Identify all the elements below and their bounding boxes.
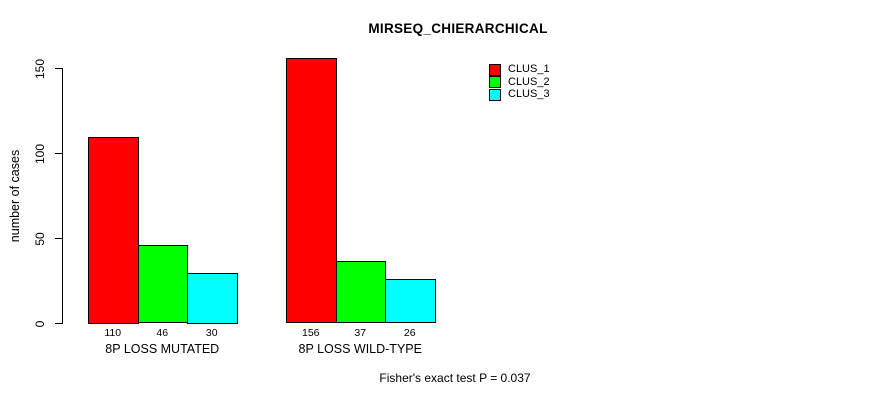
bar-clus_3-group2 — [385, 279, 436, 324]
bar-clus_2-group1 — [137, 245, 188, 324]
y-tick-label: 100 — [33, 143, 47, 164]
legend-color-swatch — [489, 76, 501, 88]
bar-value-label: 30 — [205, 326, 218, 339]
legend-color-swatch — [489, 63, 501, 76]
bar-value-label: 26 — [403, 326, 416, 339]
bar-value-label: 37 — [354, 326, 367, 339]
legend-item: CLUS_2 — [489, 75, 550, 88]
y-tick-mark — [55, 323, 62, 324]
legend-label: CLUS_1 — [508, 63, 550, 75]
y-axis-label: number of cases — [8, 149, 22, 243]
bar-value-label: 156 — [301, 326, 320, 339]
statistical-test-annotation: Fisher's exact test P = 0.037 — [379, 371, 531, 385]
legend-color-swatch — [489, 88, 501, 101]
bar-value-label: 46 — [156, 326, 169, 339]
bar-clus_3-group1 — [187, 272, 238, 324]
y-tick-label: 0 — [33, 320, 47, 327]
y-tick-label: 50 — [33, 231, 47, 246]
bar-value-label: 110 — [104, 326, 122, 339]
bar-clus_1-group2 — [286, 58, 337, 324]
y-tick-mark — [55, 238, 62, 239]
y-tick-mark — [55, 153, 62, 154]
legend-item: CLUS_1 — [489, 63, 550, 76]
category-label: 8P LOSS MUTATED — [105, 342, 220, 356]
y-tick-label: 150 — [33, 58, 47, 79]
bar-clus_1-group1 — [88, 136, 139, 324]
bar-clus_2-group2 — [335, 260, 386, 324]
legend-label: CLUS_2 — [508, 75, 550, 88]
y-axis-line — [62, 68, 63, 324]
legend-item: CLUS_3 — [489, 88, 550, 101]
y-tick-mark — [55, 68, 62, 69]
category-label: 8P LOSS WILD-TYPE — [298, 342, 422, 356]
legend: CLUS_1 CLUS_2 CLUS_3 — [489, 63, 550, 101]
legend-label: CLUS_3 — [508, 88, 550, 100]
chart-title: MIRSEQ_CHIERARCHICAL — [368, 21, 548, 36]
